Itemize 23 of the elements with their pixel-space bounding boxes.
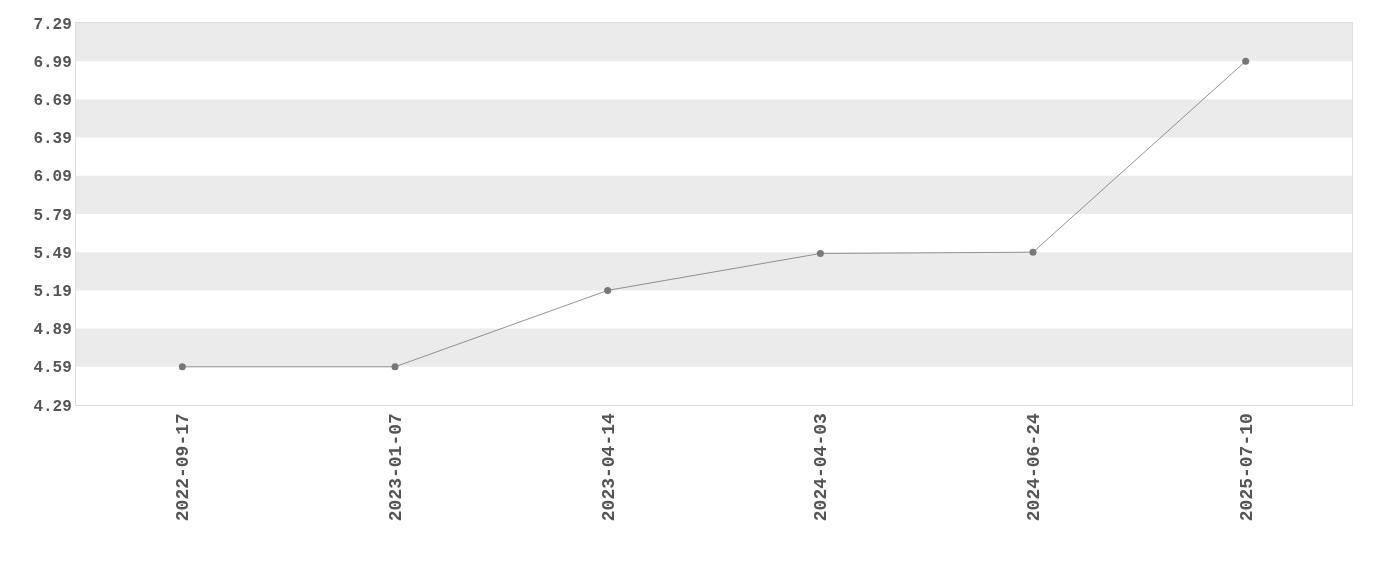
y-tick-label: 5.19 [33,283,72,301]
y-tick-label: 6.99 [33,53,72,72]
point [391,363,399,371]
point [604,286,612,294]
point [1029,248,1037,256]
y-tick-label: 4.29 [33,397,72,416]
x-tick-label: 2024-04-03 [811,413,832,522]
x-tick-label: 2025-07-10 [1236,413,1257,522]
x-tick-label: 2022-09-17 [173,413,194,522]
y-tick-label: 5.79 [33,206,72,225]
y-tick-label: 6.09 [33,168,72,187]
x-tick-label: 2023-01-07 [385,413,406,522]
point [816,249,824,257]
point [1242,57,1250,65]
y-tick-label: 4.89 [33,321,72,340]
point [178,363,186,371]
y-tick-label: 7.29 [33,15,72,34]
x-tick-label: 2023-04-14 [598,413,619,522]
y-tick-label: 4.59 [33,359,72,378]
y-tick-label: 5.49 [33,244,72,263]
y-tick-label: 6.39 [33,130,72,149]
x-tick-label: 2024-06-24 [1023,413,1044,522]
y-tick-label: 6.69 [33,92,72,110]
